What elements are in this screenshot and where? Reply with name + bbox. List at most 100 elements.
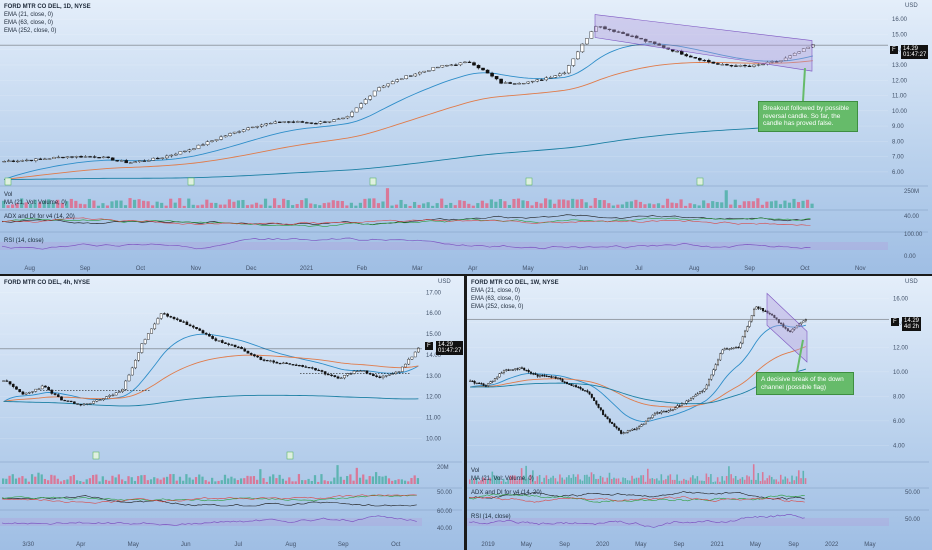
weekly-volume-bar bbox=[656, 478, 658, 484]
four-hour-legend: FORD MTR CO DEL, 4h, NYSE bbox=[4, 279, 90, 287]
weekly-candle bbox=[703, 388, 706, 392]
daily-volume-bar bbox=[805, 199, 810, 208]
four-hour-chart-canvas[interactable]: 10.00 11.00 12.00 13.00 14.00 15.00 16.00 17.00… bbox=[0, 276, 464, 550]
weekly-candle bbox=[631, 428, 634, 431]
four-hour-candle bbox=[21, 391, 25, 395]
four-hour-candle bbox=[76, 403, 79, 405]
daily-candle bbox=[648, 41, 652, 43]
four-hour-volume-bar bbox=[101, 476, 104, 484]
daily-volume-bar bbox=[367, 198, 372, 208]
four-hour-candle bbox=[323, 371, 327, 375]
four-hour-chart-panel[interactable]: 10.00 11.00 12.00 13.00 14.00 15.00 16.00 17.00… bbox=[0, 276, 467, 550]
daily-candle bbox=[74, 156, 79, 158]
four-hour-volume-bar bbox=[304, 480, 307, 484]
weekly-candle bbox=[534, 373, 537, 375]
weekly-volume-bar bbox=[716, 477, 719, 484]
daily-volume-bar bbox=[512, 198, 516, 208]
daily-volume-bar bbox=[232, 201, 236, 208]
weekly-candle bbox=[676, 405, 679, 408]
daily-volume-bar bbox=[173, 202, 177, 208]
daily-volume-bar bbox=[792, 198, 796, 208]
weekly-candle bbox=[489, 381, 492, 384]
weekly-volume-bar bbox=[705, 473, 708, 484]
weekly-chart-panel[interactable]: 4.00 6.00 8.00 10.00 12.00 14.00 16.00 2019 May S… bbox=[467, 276, 932, 550]
four-hour-candle bbox=[172, 317, 176, 319]
daily-volume-bar bbox=[132, 199, 137, 208]
daily-volume-bar bbox=[209, 202, 213, 208]
four-hour-volume-bar bbox=[75, 480, 79, 484]
daily-volume-bar bbox=[498, 199, 502, 208]
weekly-candle bbox=[739, 342, 742, 348]
weekly-volume-bar bbox=[514, 475, 516, 484]
four-hour-candle bbox=[101, 398, 105, 401]
daily-chart-canvas[interactable]: 6.00 7.00 8.00 9.00 10.00 11.00 12.00 13.00 14.0… bbox=[0, 0, 932, 274]
daily-volume-bar bbox=[24, 202, 28, 208]
daily-candle bbox=[377, 87, 381, 92]
weekly-volume-bar bbox=[680, 480, 683, 484]
daily-candle bbox=[716, 63, 720, 65]
weekly-candle bbox=[620, 430, 623, 434]
four-hour-volume-bar bbox=[355, 467, 358, 484]
daily-candle bbox=[499, 78, 503, 84]
daily-earnings-icon bbox=[187, 177, 195, 186]
daily-volume-bar bbox=[634, 199, 638, 208]
weekly-volume-bar bbox=[730, 474, 732, 484]
daily-volume-bar bbox=[151, 205, 155, 208]
weekly-candle bbox=[557, 377, 559, 379]
daily-candle bbox=[616, 31, 621, 33]
weekly-candle bbox=[514, 368, 517, 370]
daily-volume-bar bbox=[413, 201, 417, 208]
weekly-candle bbox=[536, 374, 539, 377]
daily-volume-bar bbox=[96, 205, 101, 208]
weekly-volume-bar bbox=[507, 479, 509, 484]
daily-volume-bar bbox=[458, 200, 462, 208]
daily-chart-panel[interactable]: 6.00 7.00 8.00 9.00 10.00 11.00 12.00 13.00 14.0… bbox=[0, 0, 932, 276]
four-hour-volume-bar bbox=[172, 474, 175, 484]
four-hour-adx-axis: 50.00 bbox=[437, 490, 453, 496]
daily-candle bbox=[404, 75, 409, 80]
weekly-volume-bar bbox=[734, 475, 737, 484]
four-hour-volume-bar bbox=[201, 476, 204, 484]
four-hour-volume-bar bbox=[387, 478, 391, 484]
four-hour-volume-bar bbox=[323, 480, 326, 484]
daily-candle bbox=[169, 154, 174, 157]
daily-candle bbox=[196, 144, 201, 149]
daily-volume-bar bbox=[647, 203, 652, 208]
four-hour-volume-bar bbox=[104, 479, 108, 484]
weekly-candle bbox=[475, 382, 478, 385]
weekly-candle bbox=[584, 390, 587, 392]
four-hour-y-tick-label: 11.00 bbox=[426, 416, 441, 422]
daily-candle bbox=[25, 159, 29, 162]
four-hour-volume-bar bbox=[21, 476, 24, 484]
weekly-candle bbox=[804, 319, 807, 321]
daily-y-tick-label: 7.00 bbox=[892, 155, 904, 161]
weekly-volume-bar bbox=[586, 474, 588, 484]
daily-candle bbox=[34, 158, 38, 161]
four-hour-candle bbox=[330, 374, 333, 376]
daily-volume-bar bbox=[327, 202, 331, 208]
daily-ema63-label: EMA (63, close, 0) bbox=[4, 20, 54, 26]
weekly-candle bbox=[710, 374, 713, 380]
weekly-volume-bar bbox=[791, 475, 793, 484]
weekly-chart-canvas[interactable]: 4.00 6.00 8.00 10.00 12.00 14.00 16.00 2019 May S… bbox=[467, 276, 932, 550]
daily-volume-bar bbox=[769, 201, 773, 208]
weekly-candle bbox=[744, 330, 747, 337]
weekly-candle bbox=[732, 347, 735, 349]
weekly-volume-bar bbox=[658, 480, 660, 484]
weekly-y-tick-label: 14.00 bbox=[893, 321, 909, 327]
weekly-volume-bar bbox=[635, 477, 638, 484]
daily-volume-bar bbox=[643, 204, 647, 208]
four-hour-candle bbox=[417, 347, 420, 353]
daily-candle bbox=[788, 55, 792, 59]
daily-volume-bar bbox=[431, 205, 435, 208]
weekly-volume-bar bbox=[588, 476, 591, 484]
weekly-volume-bar bbox=[732, 478, 735, 484]
daily-candle bbox=[264, 123, 269, 126]
four-hour-y-tick-label: 16.00 bbox=[426, 311, 442, 317]
daily-volume-bar bbox=[191, 204, 195, 208]
daily-volume-bar bbox=[557, 199, 561, 208]
four-hour-volume-bar bbox=[114, 477, 117, 484]
four-hour-volume-bar bbox=[313, 475, 317, 484]
weekly-candle bbox=[482, 383, 485, 386]
weekly-x-tick-label: 2020 bbox=[596, 542, 610, 548]
